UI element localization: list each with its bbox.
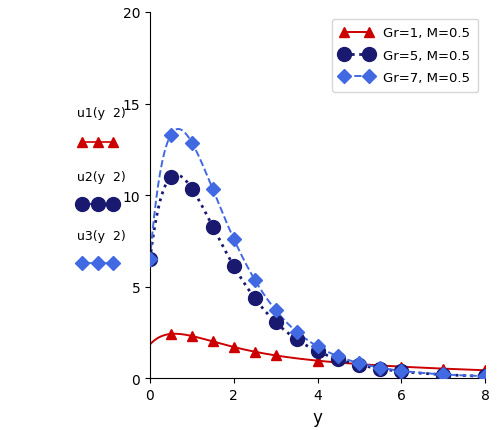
Legend: Gr=1, M=0.5, Gr=5, M=0.5, Gr=7, M=0.5: Gr=1, M=0.5, Gr=5, M=0.5, Gr=7, M=0.5	[332, 19, 478, 92]
X-axis label: y: y	[312, 408, 322, 426]
Text: u2(y  2): u2(y 2)	[76, 171, 126, 184]
Text: u1(y  2): u1(y 2)	[76, 107, 126, 120]
Text: u3(y  2): u3(y 2)	[76, 229, 126, 243]
